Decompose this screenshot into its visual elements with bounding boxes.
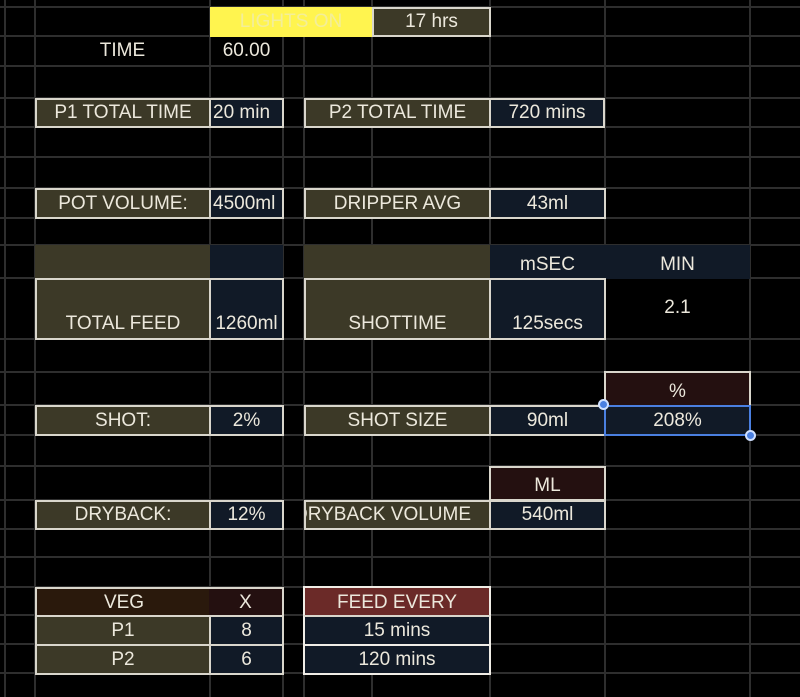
lights-on-cell[interactable]: LIGHTS ON — [210, 7, 372, 37]
p2-x-cell[interactable]: 6 — [209, 644, 284, 675]
dripper-avg-value-cell[interactable]: 43ml — [489, 188, 606, 219]
p2-label-cell[interactable]: P2 — [35, 644, 211, 675]
msec-header-cell[interactable]: mSEC — [490, 245, 605, 279]
dryback-volume-label-cell[interactable]: DRYBACK VOLUME — [304, 500, 491, 530]
percent-header-cell[interactable]: % — [604, 371, 751, 407]
min-header-cell[interactable]: MIN — [605, 245, 750, 279]
lights-on-hours-cell[interactable]: 17 hrs — [372, 7, 491, 37]
p1-label-cell[interactable]: P1 — [35, 615, 211, 646]
total-feed-value-cell[interactable]: 1260ml — [209, 278, 284, 340]
shot-value-cell[interactable]: 2% — [209, 405, 284, 436]
dryback-label-cell[interactable]: DRYBACK: — [35, 500, 211, 530]
feed-every-header-cell[interactable]: FEED EVERY — [303, 586, 491, 617]
pot-volume-value-cell[interactable]: 4500ml — [209, 188, 284, 219]
shottime-label-cell[interactable]: SHOTTIME — [304, 278, 491, 340]
shot-size-percent-cell-selected[interactable]: 208% — [604, 405, 751, 436]
shot-label-cell[interactable]: SHOT: — [35, 405, 211, 436]
total-feed-label-cell[interactable]: TOTAL FEED — [35, 278, 211, 340]
blank-navy-cell[interactable] — [210, 245, 283, 279]
dryback-value-cell[interactable]: 12% — [209, 500, 284, 530]
p1-total-time-label-cell[interactable]: P1 TOTAL TIME — [35, 98, 211, 128]
pot-volume-label-cell[interactable]: POT VOLUME: — [35, 188, 211, 219]
p1-total-time-value-cell[interactable]: 20 min — [209, 98, 284, 128]
shot-size-label-cell[interactable]: SHOT SIZE — [304, 405, 491, 436]
p2-total-time-label-cell[interactable]: P2 TOTAL TIME — [304, 98, 491, 128]
blank-olive-cell-2[interactable] — [304, 245, 490, 279]
shot-size-value-cell[interactable]: 90ml — [489, 405, 606, 436]
x-header-cell[interactable]: X — [209, 587, 284, 617]
blank-olive-cell[interactable] — [35, 245, 210, 279]
time-label-cell[interactable]: TIME — [99, 40, 146, 61]
dryback-volume-value-cell[interactable]: 540ml — [489, 500, 606, 530]
dripper-avg-label-cell[interactable]: DRIPPER AVG — [304, 188, 491, 219]
p1-feed-every-cell[interactable]: 15 mins — [303, 615, 491, 645]
dryback-volume-label-text: DRYBACK VOLUME — [304, 504, 472, 525]
time-value-cell[interactable]: 60.00 — [222, 40, 271, 61]
ml-header-cell[interactable]: ML — [489, 466, 606, 501]
veg-header-cell[interactable]: VEG — [35, 587, 211, 617]
selection-handle-top-left[interactable] — [598, 399, 609, 410]
p2-feed-every-cell[interactable]: 120 mins — [303, 644, 491, 675]
p2-total-time-value-cell[interactable]: 720 mins — [491, 98, 605, 128]
shottime-min-cell[interactable]: 2.1 — [664, 297, 691, 318]
selection-handle-bottom-right[interactable] — [745, 430, 756, 441]
p1-x-cell[interactable]: 8 — [209, 615, 284, 646]
shottime-value-cell[interactable]: 125secs — [489, 278, 606, 340]
